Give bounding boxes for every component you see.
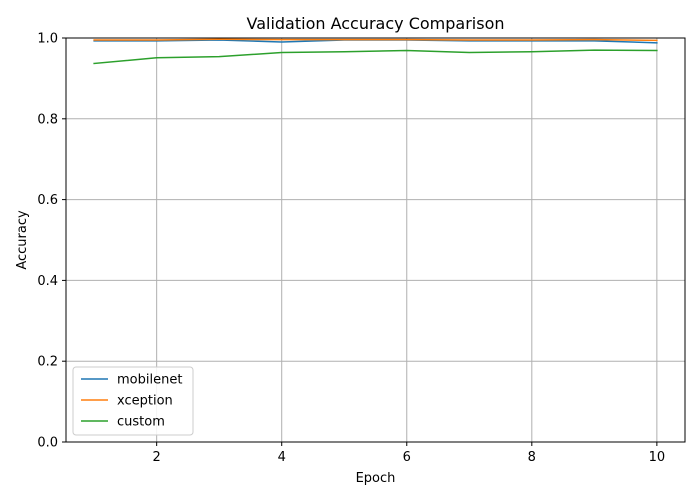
- legend-label-mobilenet: mobilenet: [117, 373, 182, 388]
- legend: mobilenet xception custom: [72, 366, 194, 436]
- chart-title: Validation Accuracy Comparison: [246, 14, 504, 33]
- plot-area-frame: [65, 37, 686, 443]
- legend-label-custom: custom: [117, 415, 165, 430]
- x-tick-label: 8: [528, 450, 536, 465]
- x-tick-label: 2: [153, 450, 161, 465]
- x-tick-label: 6: [403, 450, 411, 465]
- series-line-custom: [93, 49, 658, 65]
- y-tick-label: 0.0: [37, 436, 58, 451]
- x-axis-label: Epoch: [356, 471, 396, 486]
- y-tick-label: 1.0: [37, 32, 58, 47]
- x-tick-label: 10: [649, 450, 666, 465]
- series-line-xception: [93, 38, 658, 42]
- y-tick-label: 0.6: [37, 193, 58, 208]
- y-axis-label: Accuracy: [15, 210, 30, 270]
- series-lines: [93, 38, 658, 65]
- legend-box: [72, 366, 194, 436]
- y-tick-label: 0.2: [37, 355, 58, 370]
- y-axis-ticks: 0.0 0.2 0.4 0.6 0.8 1.0: [37, 32, 66, 451]
- y-tick-label: 0.4: [37, 274, 58, 289]
- legend-label-xception: xception: [117, 394, 173, 409]
- y-tick-label: 0.8: [37, 112, 58, 127]
- x-tick-label: 4: [278, 450, 286, 465]
- x-axis-ticks: 2 4 6 8 10: [153, 442, 666, 465]
